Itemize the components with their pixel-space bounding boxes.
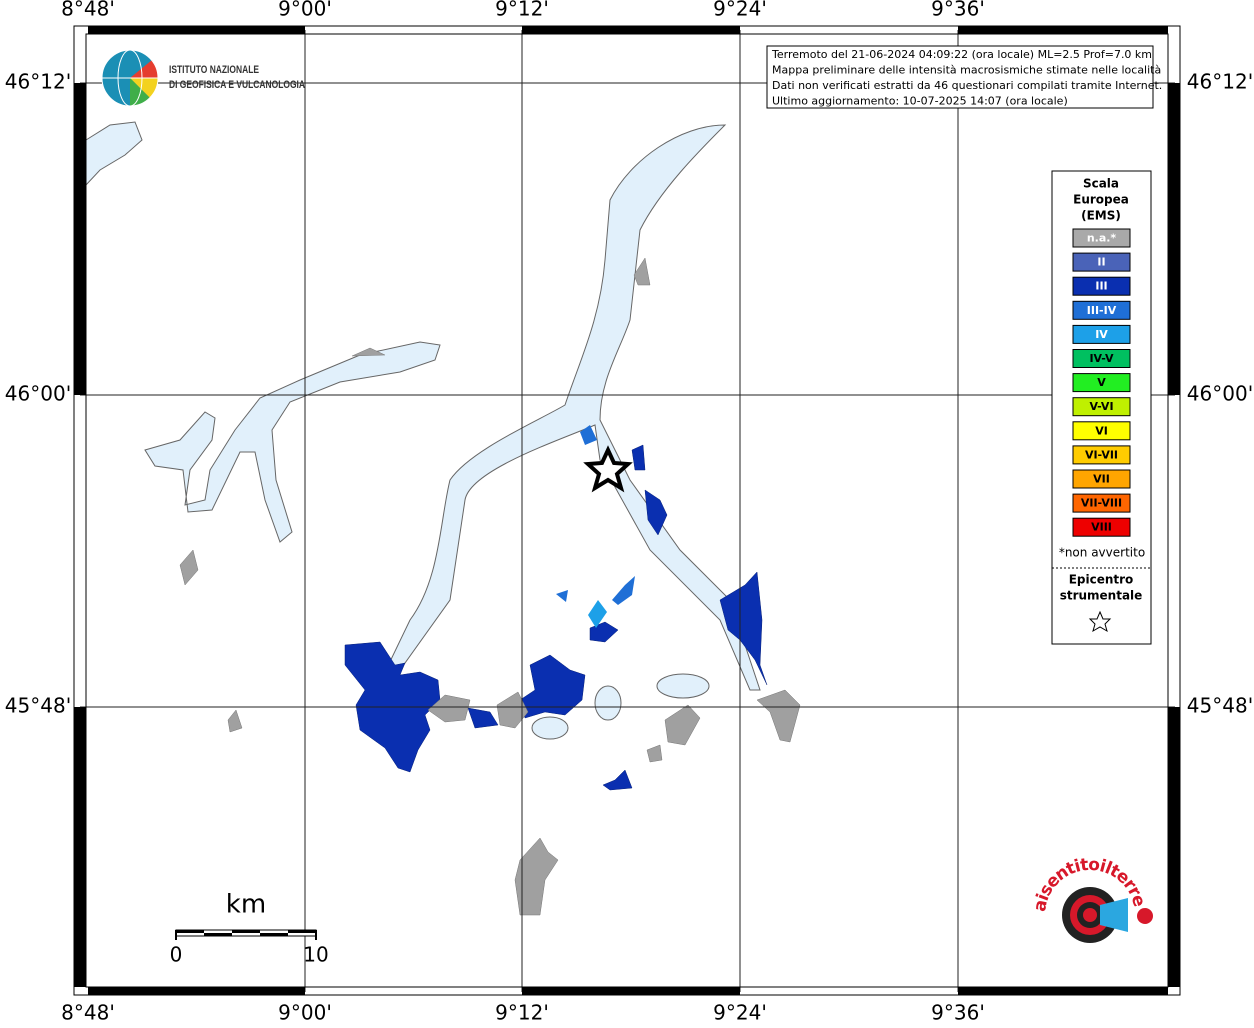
latitude-label: 46°12' <box>5 70 71 94</box>
legend-footnote: *non avvertito <box>1059 546 1145 560</box>
lake <box>531 716 569 740</box>
info-line: Terremoto del 21-06-2024 04:09:22 (ora l… <box>771 48 1152 61</box>
legend-swatch <box>1072 373 1131 393</box>
municipality <box>633 257 651 286</box>
scale-label: 0 <box>170 943 183 967</box>
municipality <box>467 707 499 729</box>
legend-swatch <box>1072 252 1131 272</box>
legend-label: VI <box>1095 424 1108 437</box>
map-frame <box>73 25 1181 996</box>
legend-label: II <box>1097 256 1105 269</box>
municipality <box>227 709 243 733</box>
legend-label: VII <box>1093 473 1110 486</box>
municipality <box>602 769 633 791</box>
lake <box>85 121 143 187</box>
logo-text: DI GEOFISICA E VULCANOLOGIA <box>169 79 305 91</box>
legend-title: (EMS) <box>1081 209 1121 223</box>
lake <box>656 673 710 699</box>
municipality <box>427 694 471 723</box>
municipality <box>556 590 568 602</box>
legend-star <box>1088 610 1112 633</box>
municipality <box>644 489 668 536</box>
municipality <box>588 600 607 628</box>
latitude-label: 45°48' <box>1187 694 1253 718</box>
legend-label: VII-VIII <box>1081 497 1122 510</box>
legend-title: Europea <box>1073 193 1129 207</box>
legend-label: V <box>1097 376 1106 389</box>
graticule <box>80 30 1175 992</box>
legend-swatch <box>1072 276 1131 296</box>
site-logo <box>1062 887 1153 943</box>
latitude-label: 46°00' <box>1187 382 1253 406</box>
longitude-label: 9°24' <box>713 1001 767 1025</box>
legend-label: III-IV <box>1087 304 1117 317</box>
legend-swatch <box>1072 300 1131 320</box>
legend-label: III <box>1095 280 1107 293</box>
longitude-label: 9°24' <box>713 0 767 21</box>
longitude-label: 9°12' <box>495 0 549 21</box>
latitude-label: 46°12' <box>1187 70 1253 94</box>
longitude-label: 9°12' <box>495 1001 549 1025</box>
scale-unit: km <box>226 890 266 920</box>
legend-epicenter: strumentale <box>1060 589 1143 603</box>
scale-label: 10 <box>303 943 328 967</box>
legend-swatch <box>1072 517 1131 537</box>
longitude-label: 8°48' <box>61 1001 115 1025</box>
municipality <box>756 689 801 743</box>
legend-swatch <box>1072 228 1131 248</box>
longitude-label: 8°48' <box>61 0 115 21</box>
longitude-label: 9°00' <box>278 1001 332 1025</box>
legend-epicenter: Epicentro <box>1069 573 1134 587</box>
info-line: Mappa preliminare delle intensità macros… <box>772 64 1161 77</box>
scale-bar <box>175 929 317 940</box>
longitude-label: 9°00' <box>278 0 332 21</box>
legend-label: IV-V <box>1089 352 1114 365</box>
municipality <box>179 549 199 586</box>
longitude-label: 9°36' <box>931 1001 985 1025</box>
municipality <box>519 654 586 719</box>
latitude-label: 46°00' <box>5 382 71 406</box>
lake <box>384 124 761 691</box>
logo-text: ISTITUTO NAZIONALE <box>169 64 259 76</box>
municipality <box>514 837 559 916</box>
latitude-label: 45°48' <box>5 694 71 718</box>
info-line: Ultimo aggiornamento: 10-07-2025 14:07 (… <box>772 95 1068 108</box>
legend-title: Scala <box>1083 177 1119 191</box>
info-box <box>766 45 1154 109</box>
legend-swatch <box>1072 469 1131 489</box>
legend-swatch <box>1072 421 1131 441</box>
lake <box>144 341 441 543</box>
legend-swatch <box>1072 445 1131 465</box>
ingv-logo <box>101 49 159 107</box>
municipality <box>646 744 663 763</box>
legend-label: n.a.* <box>1087 232 1117 245</box>
legend-swatch <box>1072 493 1131 513</box>
legend-label: VIII <box>1091 521 1112 534</box>
legend-swatch <box>1072 397 1131 417</box>
municipality <box>719 571 768 686</box>
legend-swatch <box>1072 324 1131 344</box>
epicenter-star <box>583 445 633 493</box>
legend-label: V-VI <box>1089 400 1113 413</box>
municipality <box>631 444 646 471</box>
municipality <box>612 576 635 605</box>
municipality <box>580 425 597 445</box>
longitude-label: 9°36' <box>931 0 985 21</box>
lake <box>594 685 622 721</box>
legend-swatch <box>1072 349 1131 368</box>
info-line: Dati non verificati estratti da 46 quest… <box>772 79 1162 92</box>
legend-label: VI-VII <box>1085 448 1118 461</box>
municipality <box>351 347 386 357</box>
municipality <box>589 621 619 643</box>
legend-label: IV <box>1095 328 1108 341</box>
